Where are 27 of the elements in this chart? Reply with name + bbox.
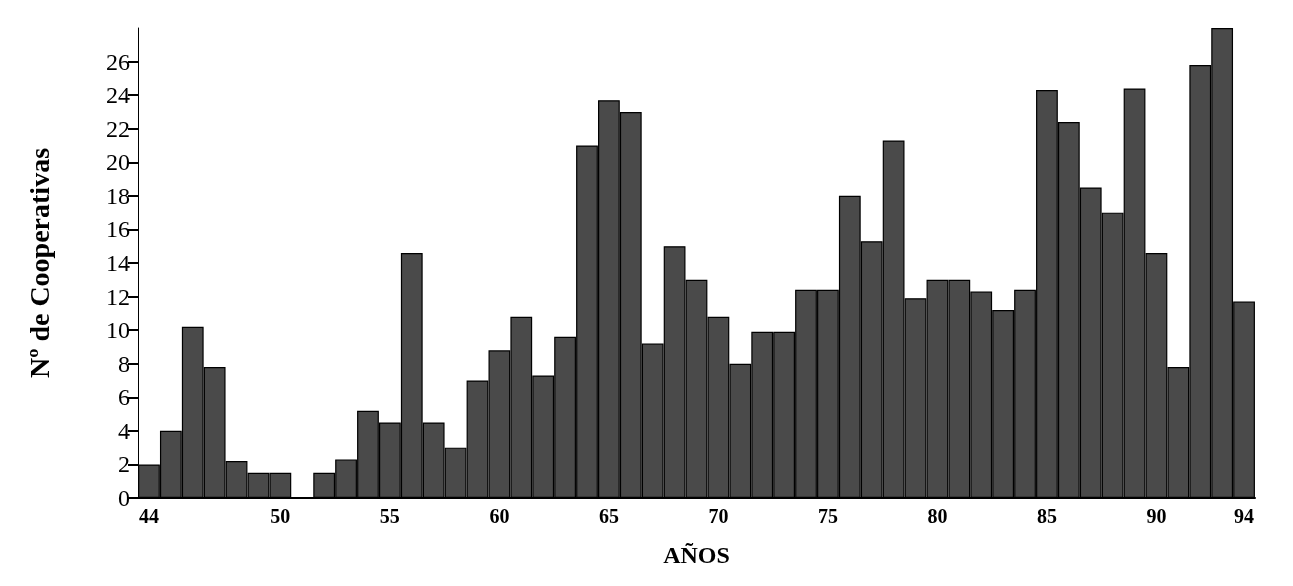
x-tick-label: 90 xyxy=(1146,505,1167,527)
y-tick-label: 18 xyxy=(106,182,130,209)
y-tick-label: 24 xyxy=(106,82,130,109)
y-tick-label: 20 xyxy=(106,149,130,176)
y-tick-label: 2 xyxy=(118,451,130,478)
y-axis-title: Nº de Cooperativas xyxy=(23,147,55,379)
y-tick-label: 14 xyxy=(106,250,130,276)
y-tick-label: 4 xyxy=(118,417,130,444)
y-tick-label: 16 xyxy=(106,216,130,243)
x-tick-label: 55 xyxy=(379,505,400,527)
x-tick-label: 70 xyxy=(708,505,729,527)
x-tick-label: 75 xyxy=(817,505,838,527)
x-tick-label: 80 xyxy=(927,505,948,527)
x-tick-label: 85 xyxy=(1036,505,1057,527)
x-tick-label: 94 xyxy=(1234,505,1255,527)
y-tick-label: 12 xyxy=(106,283,130,310)
x-tick-label: 44 xyxy=(138,505,159,527)
y-tick-label: 6 xyxy=(118,384,130,411)
y-tick-label: 26 xyxy=(106,48,130,75)
x-tick-label: 65 xyxy=(598,505,619,527)
x-tick-label: 50 xyxy=(270,505,291,527)
y-tick-label: 10 xyxy=(106,317,130,344)
x-tick-label: 60 xyxy=(489,505,510,527)
y-tick-label: 0 xyxy=(118,485,130,511)
y-tick-label: 8 xyxy=(118,350,130,377)
x-axis-title: AÑOS xyxy=(663,542,730,568)
y-tick-label: 22 xyxy=(106,115,130,142)
